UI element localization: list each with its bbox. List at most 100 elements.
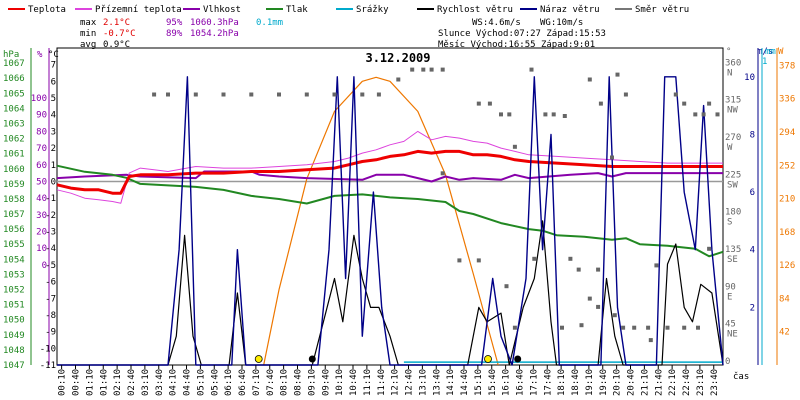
series-wind-gust <box>57 76 724 366</box>
x-tick-label: 01:40 <box>99 369 109 396</box>
pressure-tick: 1048 <box>3 346 25 356</box>
series-solar-radiation <box>263 76 499 366</box>
x-tick-label: 10:10 <box>335 369 345 396</box>
wind-gust-max: WG:10m/s <box>540 18 583 28</box>
stat-humidity: 89% <box>166 29 183 39</box>
pressure-tick: 1049 <box>3 331 25 341</box>
wind-tick: 8 <box>750 130 755 140</box>
x-tick-label: 08:10 <box>280 369 290 396</box>
wind-direction-point <box>632 325 637 330</box>
legend-label: Teplota <box>28 5 66 15</box>
solar-tick: 252 <box>779 161 795 171</box>
wind-direction-point <box>693 112 698 117</box>
x-tick-label: 08:40 <box>294 369 304 396</box>
legend-label: Směr větru <box>635 5 689 15</box>
legend-label: Přízemní teplota <box>95 5 182 15</box>
solar-tick: 294 <box>779 128 795 138</box>
temperature-tick: -4 <box>45 244 56 254</box>
pressure-tick: 1057 <box>3 210 25 220</box>
wind-direction-point <box>562 114 567 118</box>
stat-humidity: 95% <box>166 18 183 28</box>
pressure-tick: 1058 <box>3 195 25 205</box>
temperature-tick: 0 <box>51 177 56 187</box>
x-tick-label: 16:40 <box>516 369 526 396</box>
x-tick-label: 22:10 <box>668 369 678 396</box>
x-tick-label: 11:10 <box>363 369 373 396</box>
axis-unit-temperature: °C <box>48 50 59 60</box>
solar-tick: 378 <box>779 61 795 71</box>
x-tick-label: 18:40 <box>571 369 581 396</box>
axis-unit-solar: W <box>778 47 784 57</box>
series-ground-temperature <box>56 130 723 204</box>
pressure-tick: 1047 <box>3 361 25 371</box>
wind-direction-point <box>499 112 503 117</box>
wind-direction-point <box>623 92 628 97</box>
humidity-tick: 100 <box>31 94 47 104</box>
legend-label: Rychlost větru <box>437 5 513 15</box>
wind-tick: 4 <box>750 246 755 256</box>
series-humidity <box>56 170 723 183</box>
wind-direction-point <box>543 112 548 117</box>
axis-unit-wind: m/s <box>757 47 773 57</box>
x-tick-label: 01:10 <box>85 369 95 396</box>
legend: Teplota Přízemní teplota Vlhkost Tlak Srážky… <box>8 5 689 15</box>
solar-tick: 210 <box>779 195 795 205</box>
x-tick-label: 21:10 <box>640 369 650 396</box>
wind-direction-point <box>596 267 601 272</box>
direction-tick: 315 <box>725 96 741 106</box>
wind-direction-point <box>707 246 712 251</box>
x-tick-label: 17:40 <box>543 369 553 396</box>
wind-direction-point <box>476 101 481 106</box>
series-temperature <box>56 149 723 195</box>
stat-temp: 0.9°C <box>103 40 130 50</box>
wind-direction-point <box>673 92 678 97</box>
wind-direction-point <box>221 92 226 97</box>
wind-direction-point <box>512 144 517 149</box>
x-tick-label: 23:40 <box>710 369 720 396</box>
stat-pressure: 1054.2hPa <box>190 29 239 39</box>
wind-direction-point <box>576 267 581 272</box>
x-tick-label: 13:10 <box>418 369 428 396</box>
axis-unit-humidity: % <box>37 50 43 60</box>
solar-tick: 126 <box>779 261 795 271</box>
x-tick-label: 12:10 <box>391 369 401 396</box>
x-tick-label: 00:10 <box>58 369 68 396</box>
legend-label: Náraz větru <box>540 5 600 15</box>
humidity-tick: 50 <box>36 177 47 187</box>
x-tick-label: 02:10 <box>113 369 123 396</box>
wind-direction-point <box>440 171 445 176</box>
pressure-tick: 1065 <box>3 89 25 99</box>
axis-unit-pressure: hPa <box>3 50 19 60</box>
wind-direction-point <box>487 101 492 106</box>
temperature-tick: 4 <box>51 111 56 121</box>
stat-temp: -0.7°C <box>103 29 136 39</box>
wind-direction-point <box>654 263 659 268</box>
direction-tick: 45 <box>725 320 736 330</box>
solar-tick: 168 <box>779 228 795 238</box>
wind-direction-point <box>560 325 564 330</box>
wind-direction-point <box>615 72 620 77</box>
humidity-tick: 20 <box>36 228 47 238</box>
stat-label: avg <box>80 40 96 50</box>
chart-title: 3.12.2009 <box>365 51 430 65</box>
direction-tick: 135 <box>725 245 741 255</box>
temperature-tick: 2 <box>51 144 56 154</box>
pressure-tick: 1055 <box>3 240 25 250</box>
humidity-tick: 60 <box>36 161 47 171</box>
direction-label: S <box>727 218 732 228</box>
x-tick-label: 17:10 <box>529 369 539 396</box>
plot-area <box>56 47 724 366</box>
wind-direction-point <box>579 323 584 328</box>
x-tick-label: 09:40 <box>321 369 331 396</box>
x-tick-label: 22:40 <box>682 369 692 396</box>
direction-label: SW <box>727 180 738 190</box>
humidity-tick: 90 <box>36 111 47 121</box>
wind-direction-point <box>682 325 687 330</box>
sunset-marker <box>484 355 492 363</box>
wind-direction-point <box>701 112 706 117</box>
temperature-tick: -7 <box>45 294 56 304</box>
x-tick-label: 18:10 <box>557 369 567 396</box>
pressure-tick: 1060 <box>3 165 25 175</box>
x-tick-label: 09:10 <box>307 369 317 396</box>
